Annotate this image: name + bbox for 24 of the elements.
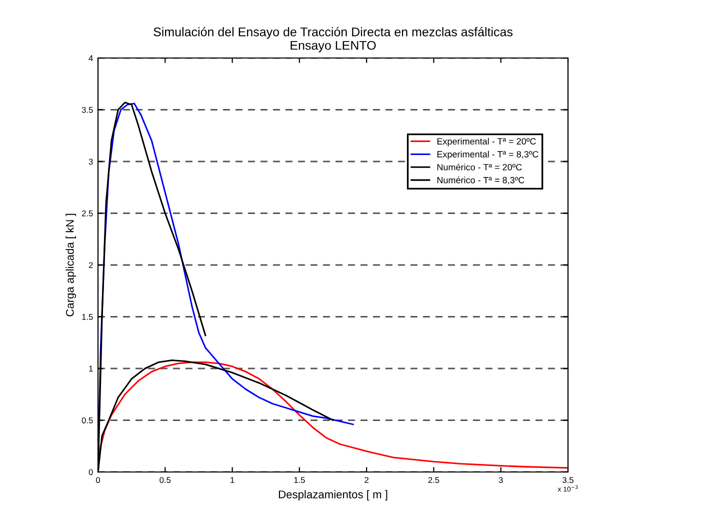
y-tick-label: 1 [89,366,93,372]
y-tick-label: 4 [88,55,93,62]
x-tick-label: 0 [96,477,100,483]
y-axis-title: Carga aplicada [ kN ] [66,214,76,316]
y-tick-label: 0 [88,469,93,476]
x-tick-label: 0.5 [160,477,171,483]
x-tick-label: 2.5 [428,477,440,483]
y-tick-label: 3 [88,158,93,165]
legend-label: Numérico - Tª = 8,3ºC [437,176,524,184]
x-axis-title: Desplazamientos [ m ] [278,490,388,501]
legend-label: Experimental - Tª = 20ºC [437,138,536,146]
legend-label: Experimental - Tª = 8,3ºC [437,150,538,160]
y-tick-label: 1.5 [82,314,93,320]
y-tick-label: 2 [88,262,93,268]
y-tick-label: 2.5 [82,210,93,216]
y-tick-label: 0.5 [82,417,93,424]
x-tick-label: 1.5 [294,477,305,483]
chart-title: Simulación del Ensayo de Tracción Directa en mezclas asfálticas Ensayo LENTO [154,27,513,52]
x-tick-label: 3 [498,477,503,483]
x-tick-label: 2 [364,477,368,483]
legend-label: Numérico - Tª = 20ºC [437,164,522,170]
x-tick-label: 3.5 [562,477,574,483]
x-tick-label: 1 [230,477,234,483]
y-tick-label: 3.5 [82,106,93,113]
